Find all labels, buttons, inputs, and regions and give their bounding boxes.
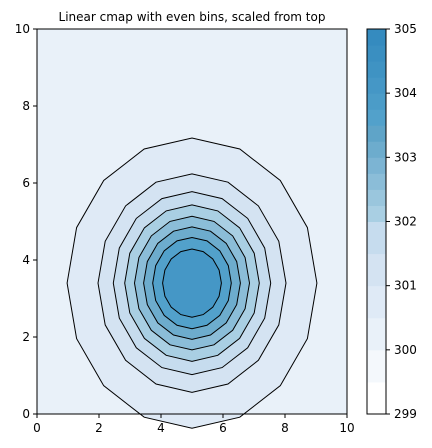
x-tick-label: 6 bbox=[219, 421, 227, 435]
colorbar-band bbox=[367, 109, 386, 126]
colorbar-tick-label: 305 bbox=[394, 22, 417, 36]
contour-line bbox=[133, 215, 251, 351]
chart-title: Linear cmap with even bins, scaled from … bbox=[59, 10, 326, 24]
y-axis: 0 2 4 6 8 10 bbox=[15, 22, 37, 421]
y-tick-label: 2 bbox=[22, 330, 30, 344]
x-tick-label: 8 bbox=[281, 421, 289, 435]
plot-area bbox=[36, 28, 348, 429]
x-axis: 0 2 4 6 8 10 bbox=[33, 414, 355, 435]
colorbar-band bbox=[367, 157, 386, 174]
colorbar-band bbox=[367, 93, 386, 110]
contour-fills bbox=[67, 138, 317, 429]
contour-line bbox=[112, 191, 272, 376]
x-tick-label: 10 bbox=[339, 421, 354, 435]
plot-frame bbox=[36, 28, 348, 415]
contour-line bbox=[124, 204, 260, 362]
y-tick-label: 8 bbox=[22, 99, 30, 113]
colorbar-band bbox=[367, 173, 386, 190]
contour-band bbox=[162, 249, 222, 318]
colorbar-band bbox=[367, 253, 386, 287]
colorbar-band bbox=[367, 77, 386, 94]
x-tick-label: 0 bbox=[33, 421, 41, 435]
colorbar-band bbox=[367, 349, 386, 383]
contour-line bbox=[162, 248, 222, 318]
colorbar-band bbox=[367, 61, 386, 78]
colorbar-band bbox=[367, 317, 386, 351]
x-tick-label: 2 bbox=[95, 421, 103, 435]
colorbar-tick-label: 301 bbox=[394, 279, 417, 293]
contour-line bbox=[97, 173, 287, 393]
colorbar-band bbox=[367, 29, 386, 46]
colorbar-band bbox=[367, 205, 386, 222]
contour-line bbox=[143, 226, 241, 340]
y-tick-label: 4 bbox=[22, 253, 30, 267]
colorbar-tick-label: 303 bbox=[394, 150, 417, 164]
colorbar-band bbox=[367, 381, 386, 415]
colorbar-band bbox=[367, 189, 386, 206]
contour-lines bbox=[66, 137, 318, 429]
y-tick-label: 0 bbox=[22, 407, 30, 421]
colorbar: 299 300 301 302 303 304 305 bbox=[366, 22, 417, 421]
contour-line bbox=[152, 236, 232, 330]
y-tick-label: 10 bbox=[15, 22, 30, 36]
contour-line bbox=[66, 137, 318, 429]
colorbar-tick-label: 299 bbox=[394, 407, 417, 421]
colorbar-band bbox=[367, 125, 386, 142]
colorbar-band bbox=[367, 141, 386, 158]
colorbar-band bbox=[367, 45, 386, 62]
colorbar-band bbox=[367, 221, 386, 255]
colorbar-tick-label: 304 bbox=[394, 86, 417, 100]
colorbar-tick-label: 302 bbox=[394, 215, 417, 229]
x-tick-label: 4 bbox=[157, 421, 165, 435]
y-tick-label: 6 bbox=[22, 176, 30, 190]
colorbar-tick-label: 300 bbox=[394, 343, 417, 357]
colorbar-band bbox=[367, 285, 386, 319]
